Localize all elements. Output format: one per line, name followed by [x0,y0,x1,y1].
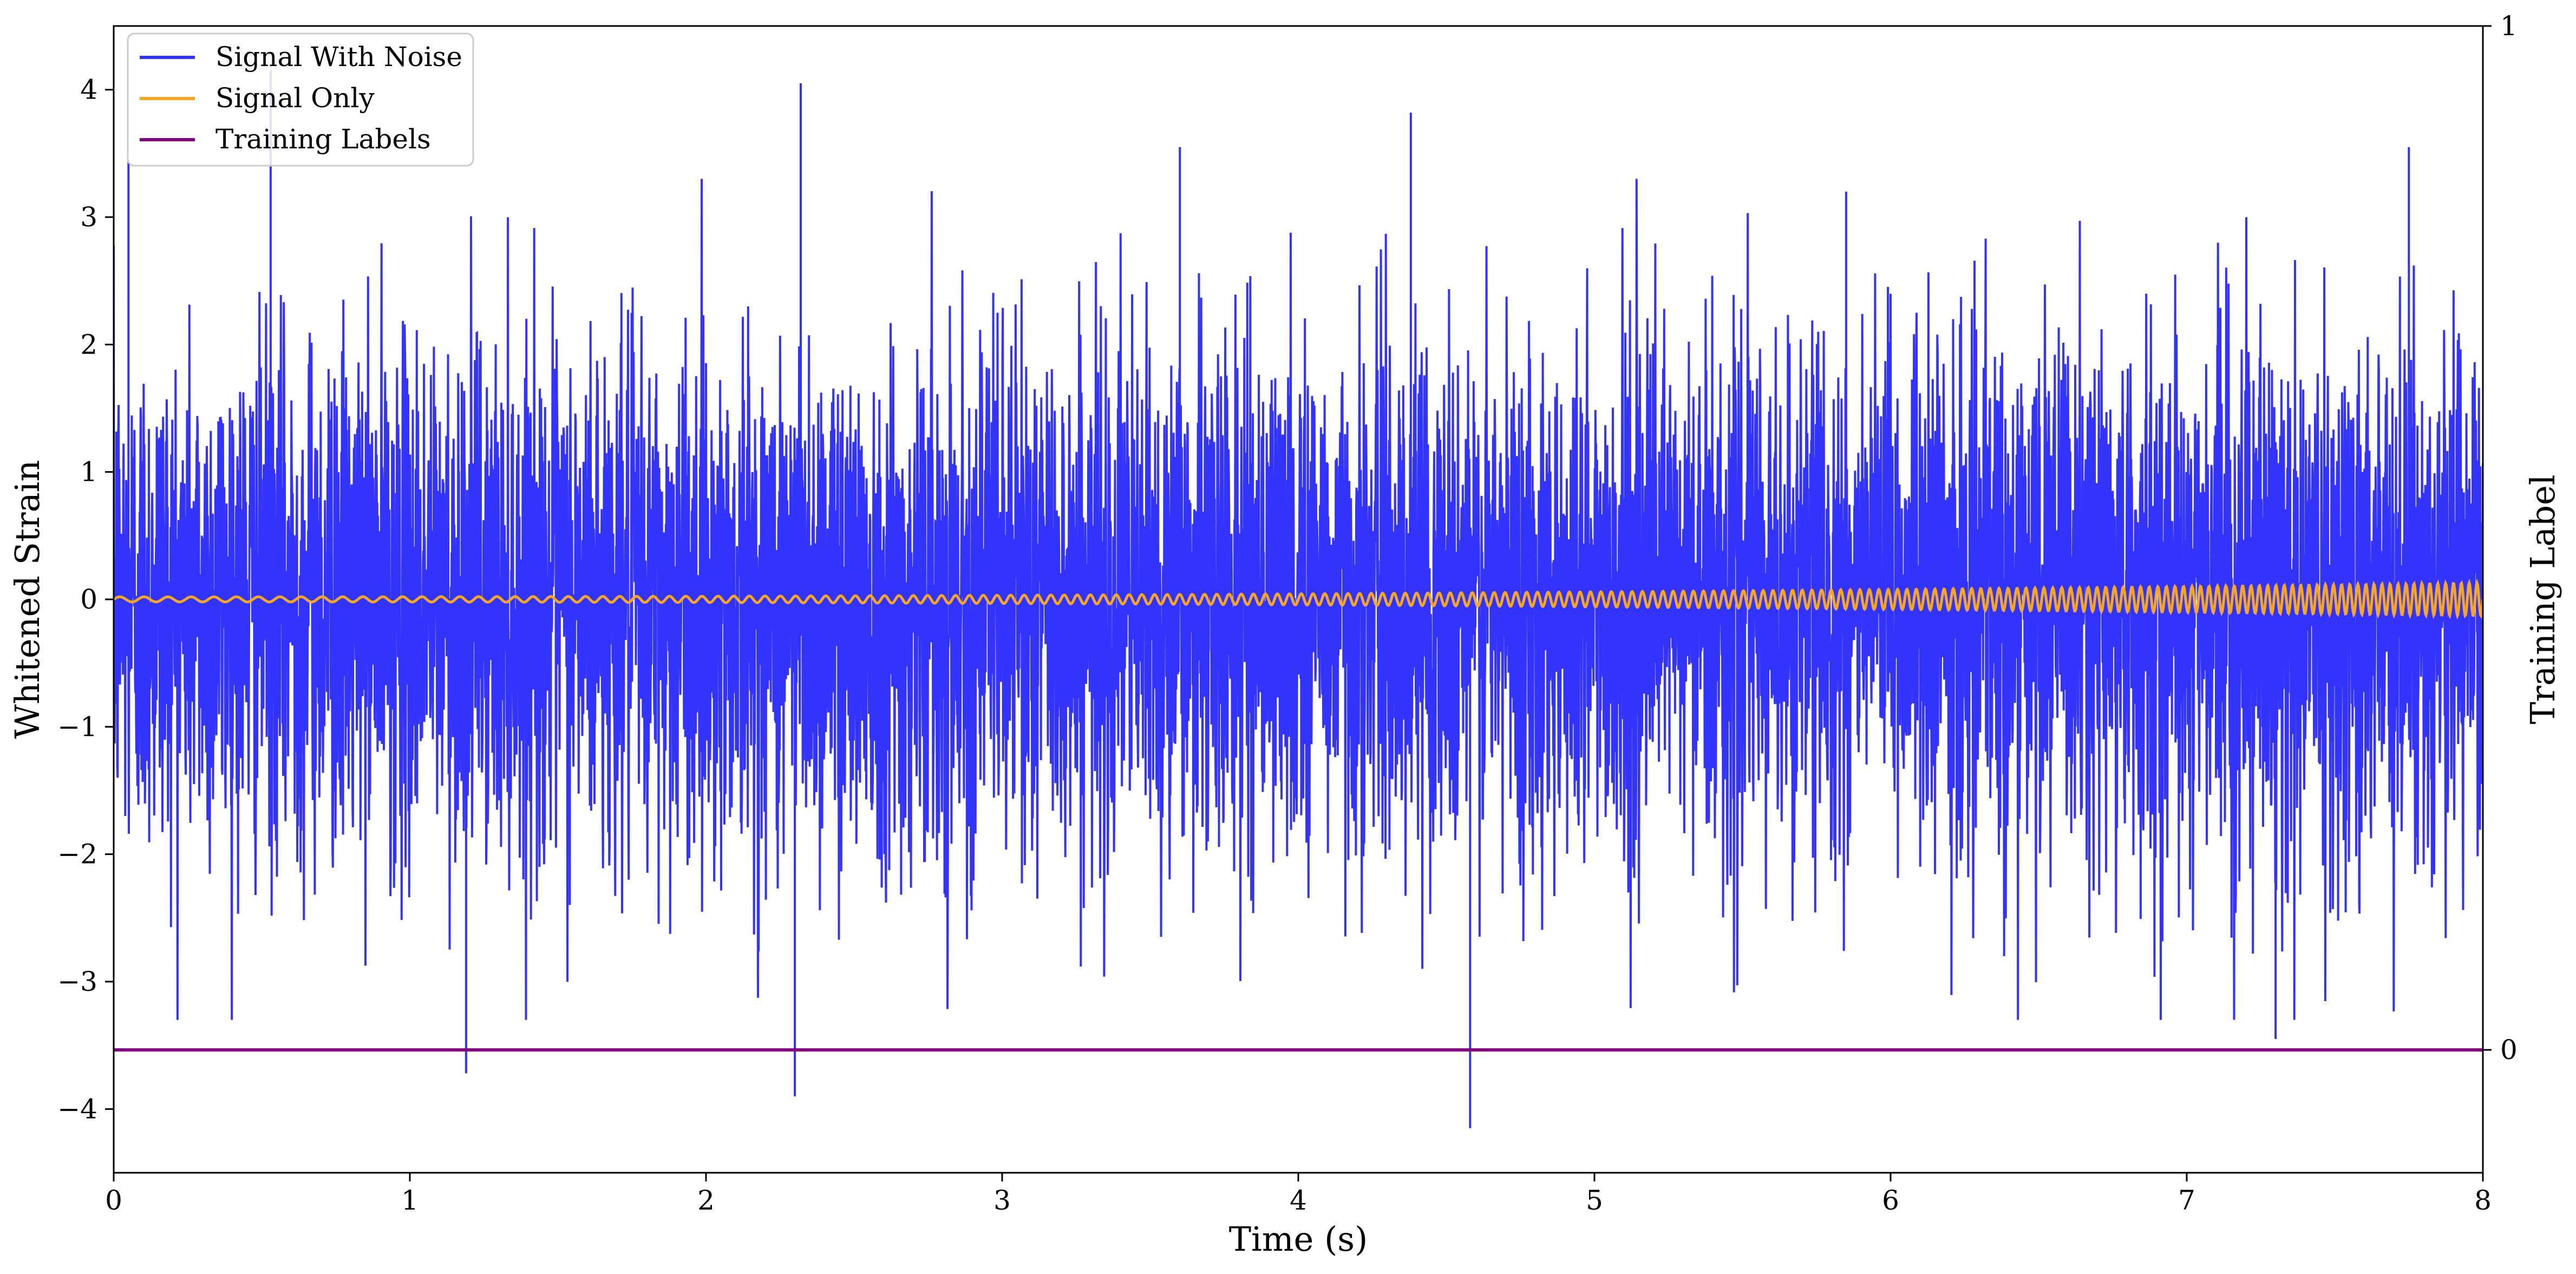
x-tick-label: 2 [697,1185,715,1216]
y-tick-label: −2 [57,839,97,870]
legend-box [127,32,474,167]
y-tick-label: 1 [80,456,97,488]
y-tick-label: 4 [80,74,97,106]
x-tick-label: 5 [1586,1185,1603,1216]
y-tick-label: 0 [80,584,97,615]
y-tick-label: −3 [57,966,97,997]
legend-label-signal-with-noise: Signal With Noise [215,41,462,73]
x-axis: 0 1 2 3 4 5 6 7 8 [105,1173,2492,1216]
x-tick-label: 0 [105,1185,122,1216]
y-tick-label: 2 [80,329,97,360]
series-signal-only-line [114,578,2483,620]
y-axis-title: Whitened Strain [8,460,47,739]
y2-axis-title: Training Label [2523,474,2562,724]
y2-tick-label: 0 [2500,1034,2518,1066]
legend-label-training-labels: Training Labels [215,123,431,155]
x-tick-label: 1 [401,1185,419,1216]
x-axis-title: Time (s) [1229,1219,1368,1259]
series-layer [114,70,2483,1128]
legend-label-signal-only: Signal Only [215,82,375,114]
series-signal-with-noise-line [114,70,2483,1128]
x-tick-label: 4 [1290,1185,1307,1216]
x-tick-label: 3 [993,1185,1011,1216]
y-axis-left: −4 −3 −2 −1 0 1 2 3 4 [57,74,114,1125]
x-tick-label: 7 [2178,1185,2195,1216]
x-tick-label: 8 [2474,1185,2492,1216]
legend: Signal With Noise Signal Only Training L… [127,32,474,167]
y-tick-label: −4 [57,1093,97,1125]
y-axis-right: 01 [2483,10,2518,1066]
y-tick-label: −1 [57,711,97,742]
y2-tick-label: 1 [2500,10,2518,42]
y-tick-label: 3 [80,201,97,233]
x-tick-label: 6 [1882,1185,1899,1216]
